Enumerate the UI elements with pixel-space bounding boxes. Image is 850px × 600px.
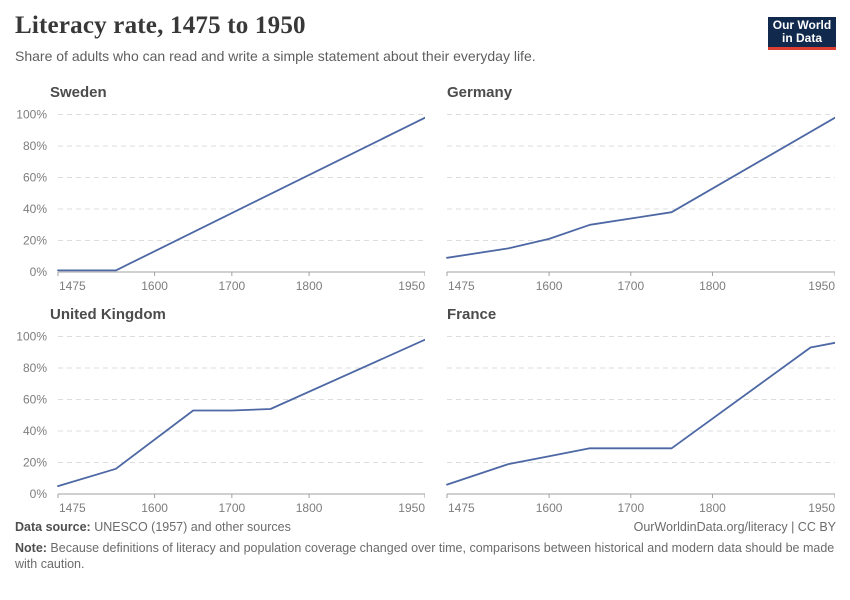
x-tick-label: 1800 [296,279,323,293]
y-tick-label: 0% [30,487,48,501]
y-tick-label: 0% [30,265,48,279]
facet-title: Germany [447,84,513,101]
facet-panel: Germany 1475 1600 1700 1800 1950 [437,84,835,296]
x-tick-label: 1600 [141,279,168,293]
gridlines [58,114,425,241]
owid-license-link[interactable]: OurWorldinData.org/literacy | CC BY [633,520,836,534]
data-source-line: Data source: UNESCO (1957) and other sou… [15,520,291,534]
owid-logo[interactable]: Our World in Data [768,17,836,50]
facet-panel: United Kingdom 1475 1600 1700 1800 1950 0% 20% 4… [15,306,425,518]
line-chart: 1475 1600 1700 1800 1950 0% 20% 40% 60% 80% 100% [16,108,425,293]
x-tick-label: 1600 [141,501,168,515]
x-tick-label: 1475 [448,501,475,515]
data-source-text: UNESCO (1957) and other sources [90,520,291,534]
y-tick-label: 100% [16,330,47,344]
data-source-label: Data source: [15,520,91,534]
x-tick-label: 1950 [398,501,425,515]
footnote-text: Because definitions of literacy and popu… [15,541,835,571]
facet-title: United Kingdom [50,306,166,323]
y-tick-label: 20% [23,234,47,248]
gridlines [58,336,425,463]
x-tick-label: 1950 [398,279,425,293]
x-tick-label: 1475 [59,501,86,515]
x-tick-label: 1475 [448,279,475,293]
x-tick-label: 1800 [699,501,726,515]
y-tick-label: 40% [23,424,47,438]
line-chart: 1475 1600 1700 1800 1950 [446,336,835,515]
gridlines [447,336,835,463]
x-tick-label: 1700 [617,501,644,515]
owid-logo-line1: Our World [772,18,832,32]
y-tick-label: 60% [23,171,47,185]
chart-header: Literacy rate, 1475 to 1950 Share of adu… [15,12,755,64]
line-chart: 1475 1600 1700 1800 1950 0% 20% 40% 60% 80% 100% [16,330,425,515]
chart-footer: Data source: UNESCO (1957) and other sou… [15,520,836,572]
facet-title: France [447,306,497,323]
y-tick-label: 60% [23,393,47,407]
line-series [57,338,425,487]
x-tick-label: 1600 [536,279,563,293]
owid-logo-line2: in Data [781,31,822,45]
x-tick-label: 1700 [218,501,245,515]
y-tick-label: 80% [23,361,47,375]
x-tick-label: 1700 [617,279,644,293]
y-tick-label: 80% [23,139,47,153]
y-tick-label: 100% [16,108,47,122]
facet-panel: Sweden 1475 1600 1700 1800 1950 0% 20% 40% 60% 80%… [15,84,425,296]
line-chart: 1475 1600 1700 1800 1950 [446,114,835,293]
x-tick-label: 1475 [59,279,86,293]
footnote: Note: Because definitions of literacy an… [15,540,836,572]
y-tick-label: 40% [23,202,47,216]
x-tick-label: 1600 [536,501,563,515]
x-tick-label: 1950 [808,279,835,293]
y-tick-label: 20% [23,456,47,470]
x-tick-label: 1700 [218,279,245,293]
x-tick-label: 1950 [808,501,835,515]
charts-grid: Sweden 1475 1600 1700 1800 1950 0% 20% 40% 60% 80%… [15,84,835,518]
footnote-label: Note: [15,541,47,555]
line-series [446,116,835,259]
chart-subtitle: Share of adults who can read and write a… [15,48,536,64]
facet-title: Sweden [50,84,107,101]
x-tick-label: 1800 [699,279,726,293]
page-title: Literacy rate, 1475 to 1950 [15,12,306,39]
line-series [57,116,425,272]
facet-panel: France 1475 1600 1700 1800 1950 [437,306,835,518]
line-series [446,341,835,486]
x-tick-label: 1800 [296,501,323,515]
gridlines [447,114,835,241]
